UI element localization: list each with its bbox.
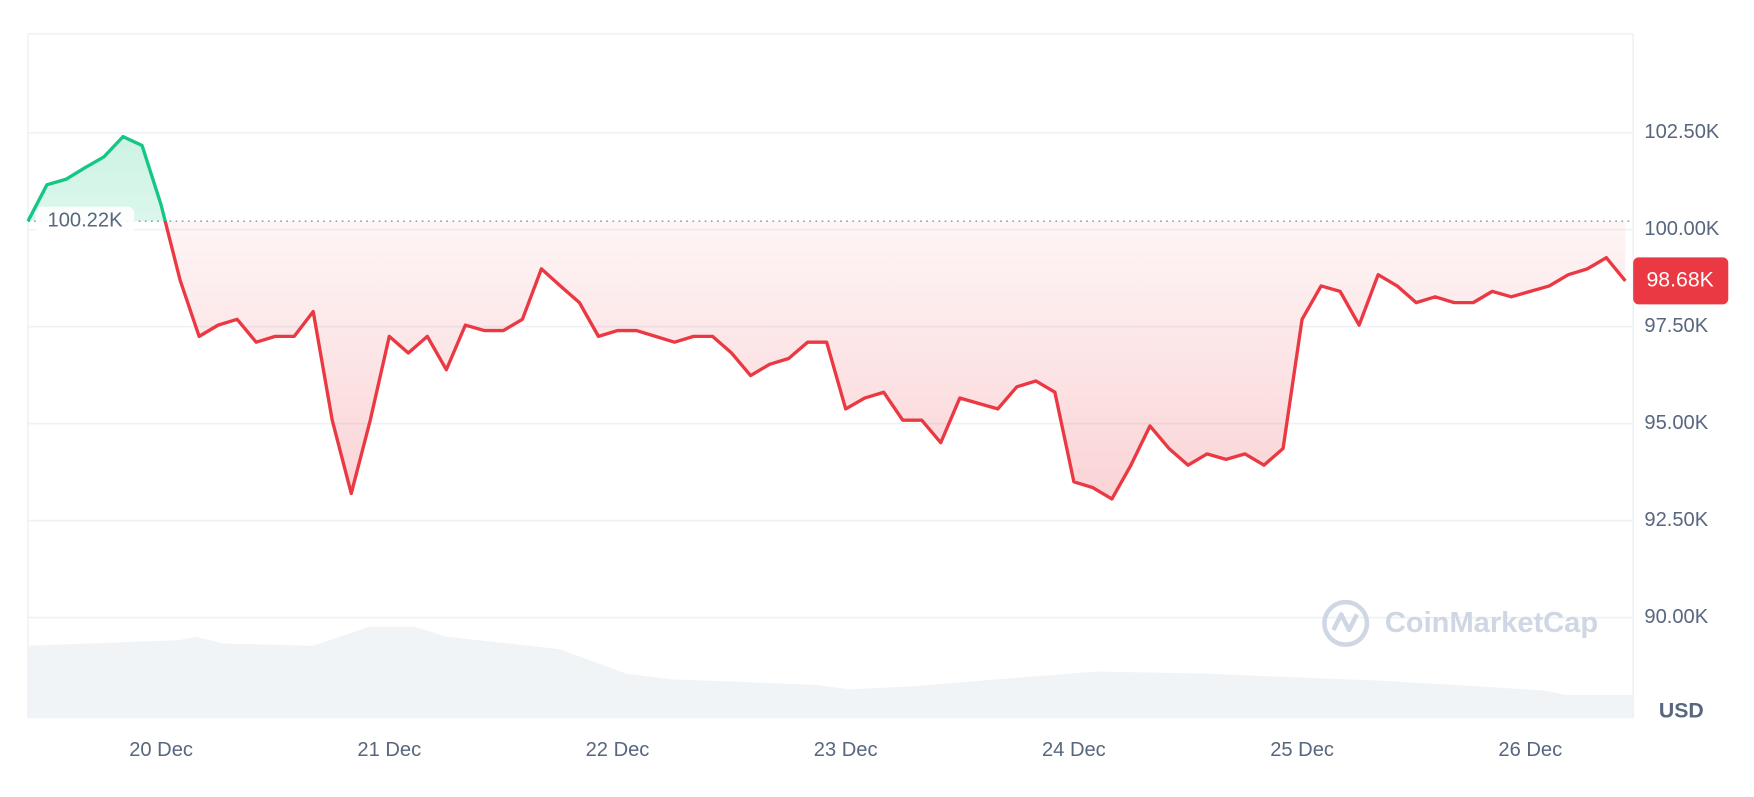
watermark: CoinMarketCap — [1322, 599, 1598, 647]
volume-area — [27, 626, 1634, 719]
watermark-text: CoinMarketCap — [1385, 607, 1598, 639]
last-price-badge — [1633, 257, 1729, 305]
x-tick-label: 23 Dec — [814, 739, 878, 761]
y-tick-label: 97.50K — [1644, 315, 1708, 337]
baseline-label-bg — [35, 206, 135, 236]
y-tick-label: 102.50K — [1644, 121, 1720, 143]
y-tick-label: 92.50K — [1644, 509, 1708, 531]
currency-label: USD — [1659, 698, 1704, 722]
watermark-logo — [1322, 599, 1370, 647]
y-tick-label: 95.00K — [1644, 412, 1708, 434]
watermark-logo-mark — [1331, 612, 1359, 633]
x-tick-label: 26 Dec — [1498, 739, 1562, 761]
plot: 100.22K 98.68K — [26, 134, 1729, 501]
last-price-label: 98.68K — [1646, 268, 1713, 292]
baseline-label: 100.22K — [48, 209, 124, 231]
y-tick-label: 100.00K — [1644, 218, 1720, 240]
x-tick-label: 24 Dec — [1042, 739, 1106, 761]
x-tick-label: 21 Dec — [357, 739, 421, 761]
y-tick-label: 90.00K — [1644, 606, 1708, 628]
grid — [27, 131, 1634, 619]
x-tick-label: 20 Dec — [129, 739, 193, 761]
price-line — [26, 134, 1627, 501]
price-area — [27, 136, 1626, 499]
x-tick-label: 25 Dec — [1270, 739, 1334, 761]
x-tick-label: 22 Dec — [586, 739, 650, 761]
